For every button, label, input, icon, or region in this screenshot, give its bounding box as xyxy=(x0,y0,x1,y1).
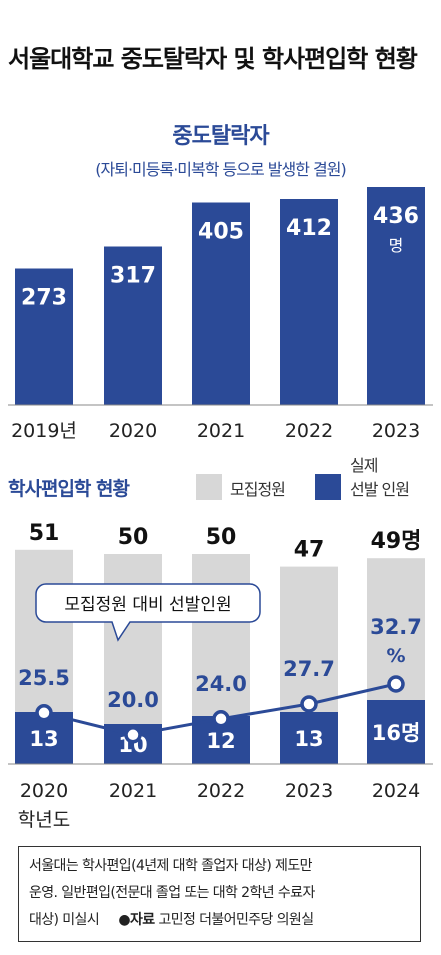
dropout-value-label: 273 xyxy=(21,286,67,311)
admission-category-suffix: 학년도 xyxy=(18,809,70,831)
ratio-point-2023 xyxy=(300,695,318,713)
dropout-category-label: 2019년 xyxy=(11,420,77,442)
dropout-category-label: 2022 xyxy=(285,420,333,442)
dropout-value-label: 436 xyxy=(373,204,419,229)
ratio-callout-label: 모집정원 대비 선발인원 xyxy=(64,595,231,615)
quota-value-label: 51 xyxy=(29,521,60,546)
actual-bar-2024 xyxy=(367,700,425,764)
source-text: 고민정 더불어민주당 의원실 xyxy=(158,912,314,928)
source-label: 자료 xyxy=(130,912,155,928)
dropout-bar-2020 xyxy=(104,246,162,405)
footnote-line-1: 서울대는 학사편입(4년제 대학 졸업자 대상) 제도만 xyxy=(29,858,312,874)
legend-swatch-actual xyxy=(315,474,341,500)
dropout-category-label: 2023 xyxy=(372,420,420,442)
actual-bar-2023 xyxy=(280,712,338,764)
ratio-point-2022 xyxy=(212,710,230,728)
admission-category-label: 2020 xyxy=(20,780,68,802)
quota-value-label: 47 xyxy=(294,538,325,563)
legend-label-actual-line1: 실제 xyxy=(350,456,378,475)
legend-label-actual: 실제 선발 인원 xyxy=(350,454,410,502)
dropout-bar-2019년 xyxy=(15,268,73,405)
ratio-unit-label: % xyxy=(386,645,405,667)
admission-category-label: 2024 xyxy=(372,780,420,802)
quota-value-label: 50 xyxy=(206,525,237,550)
dropout-value-label: 405 xyxy=(198,220,244,245)
admission-category-label: 2021 xyxy=(109,780,157,802)
quota-value-label: 49명 xyxy=(371,529,422,554)
dropout-category-label: 2020 xyxy=(109,420,157,442)
legend-label-actual-line2: 선발 인원 xyxy=(350,480,410,499)
admission-category-label: 2023 xyxy=(285,780,333,802)
page-title: 서울대학교 중도탈락자 및 학사편입학 현황 xyxy=(8,45,418,73)
footnote-box: 서울대는 학사편입(4년제 대학 졸업자 대상) 제도만 운영. 일반편입(전문… xyxy=(18,846,421,942)
source-bullet: ● xyxy=(118,912,131,928)
footnote-line-3-text: 대상) 미실시 xyxy=(29,912,100,928)
ratio-point-2020 xyxy=(35,704,53,722)
dropout-chart-subtitle: (자퇴·미등록·미복학 등으로 발생한 결원) xyxy=(95,160,346,179)
dropout-value-label: 412 xyxy=(286,216,332,241)
ratio-point-2024 xyxy=(387,675,405,693)
footnote-line-2: 운영. 일반편입(전문대 졸업 또는 대학 2학년 수료자 xyxy=(29,885,315,901)
ratio-value-label: 24.0 xyxy=(195,672,247,696)
dropout-chart-title: 중도탈락자 xyxy=(172,124,269,149)
dropout-unit-label: 명 xyxy=(389,236,404,255)
ratio-value-label: 32.7 xyxy=(370,615,422,639)
dropout-value-label: 317 xyxy=(110,264,156,289)
admission-legend: 학사편입학 현황 모집정원 실제 선발 인원 xyxy=(8,456,441,506)
actual-value-label: 16명 xyxy=(372,721,421,745)
ratio-value-label: 27.7 xyxy=(283,657,335,681)
ratio-point-2021 xyxy=(124,726,142,744)
admission-category-label: 2022 xyxy=(197,780,245,802)
footnote-line-3: 대상) 미실시 ●자료 고민정 더불어민주당 의원실 xyxy=(29,907,410,934)
actual-value-label: 13 xyxy=(29,727,58,751)
dropout-bar-2022 xyxy=(280,199,338,405)
dropout-bar-2023 xyxy=(367,187,425,405)
legend-swatch-quota xyxy=(196,474,222,500)
ratio-value-label: 25.5 xyxy=(18,666,70,690)
quota-value-label: 50 xyxy=(118,525,149,550)
actual-value-label: 13 xyxy=(294,727,323,751)
actual-value-label: 12 xyxy=(206,729,235,753)
legend-label-quota: 모집정원 xyxy=(230,480,286,499)
ratio-callout-bubble xyxy=(35,583,261,642)
ratio-value-label: 20.0 xyxy=(107,688,159,712)
dropout-bar-2021 xyxy=(192,202,250,405)
admission-chart-title: 학사편입학 현황 xyxy=(8,478,130,500)
dropout-category-label: 2021 xyxy=(197,420,245,442)
